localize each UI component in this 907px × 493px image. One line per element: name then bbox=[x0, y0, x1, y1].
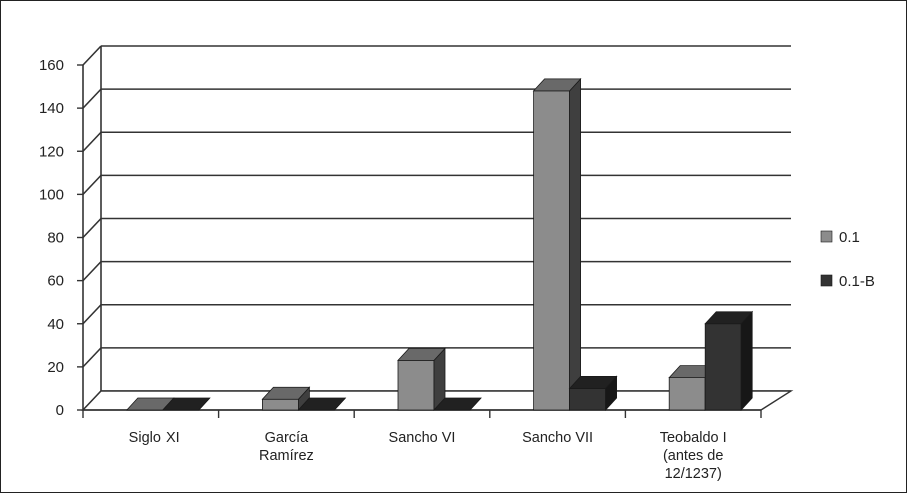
bar-top bbox=[704, 311, 754, 325]
y-tick-label: 60 bbox=[47, 273, 64, 290]
bar-top bbox=[261, 386, 311, 400]
y-tick-label: 20 bbox=[47, 359, 64, 376]
bar-0.1-B-0 bbox=[161, 397, 211, 411]
bar-top bbox=[397, 348, 446, 361]
gridline-diagonal bbox=[82, 88, 102, 109]
bar-side bbox=[740, 310, 753, 412]
legend-swatch bbox=[820, 230, 833, 243]
gridline-diagonal bbox=[82, 304, 102, 325]
x-category-label: García bbox=[265, 430, 309, 446]
gridline-diagonal bbox=[82, 174, 102, 195]
gridline-diagonal bbox=[82, 131, 102, 152]
bar-0.1-2 bbox=[397, 347, 446, 412]
bar-0.1-1 bbox=[261, 386, 311, 412]
bar-top bbox=[161, 397, 211, 411]
x-category-label: Ramírez bbox=[259, 448, 314, 464]
legend-label: 0.1-B bbox=[839, 273, 875, 290]
x-category-label: Teobaldo I bbox=[660, 430, 727, 446]
gridline-diagonal bbox=[82, 45, 102, 66]
y-tick-label: 140 bbox=[39, 100, 64, 117]
bar-top bbox=[433, 397, 482, 411]
x-category-label: Sancho VI bbox=[389, 430, 456, 446]
x-category-label: XI bbox=[166, 430, 180, 446]
bar-top bbox=[532, 78, 582, 92]
y-tick-label: 80 bbox=[47, 230, 64, 247]
gridline-diagonal bbox=[82, 261, 102, 282]
bar-top bbox=[297, 397, 347, 411]
x-category-label: Sancho VII bbox=[522, 430, 593, 446]
bar-0.1-B-2 bbox=[433, 397, 482, 411]
bar-0.1-B-4 bbox=[704, 310, 754, 412]
y-tick-label: 160 bbox=[39, 57, 64, 74]
bar-front bbox=[704, 323, 742, 411]
bar-top bbox=[568, 376, 618, 389]
legend-swatch bbox=[820, 274, 833, 287]
y-tick-label: 100 bbox=[39, 186, 64, 203]
bar-0.1-3 bbox=[532, 77, 582, 412]
x-category-label: 12/1237) bbox=[665, 466, 722, 482]
bar-front bbox=[569, 388, 606, 411]
gridline-diagonal bbox=[82, 347, 102, 368]
bar-0.1-B-3 bbox=[568, 375, 618, 412]
x-category-label: (antes de bbox=[663, 448, 723, 464]
bar-front bbox=[261, 398, 299, 411]
y-tick-label: 0 bbox=[56, 402, 64, 419]
bar-front bbox=[533, 90, 570, 411]
bar-0.1-B-1 bbox=[297, 397, 347, 411]
bar-front bbox=[397, 360, 435, 411]
bar-side bbox=[569, 77, 581, 412]
y-tick-label: 120 bbox=[39, 143, 64, 160]
bar-front bbox=[668, 377, 706, 411]
gridline-diagonal bbox=[82, 217, 102, 239]
x-category-label: Siglo bbox=[129, 430, 161, 446]
legend-label: 0.1 bbox=[839, 229, 860, 246]
y-tick-label: 40 bbox=[47, 316, 64, 333]
